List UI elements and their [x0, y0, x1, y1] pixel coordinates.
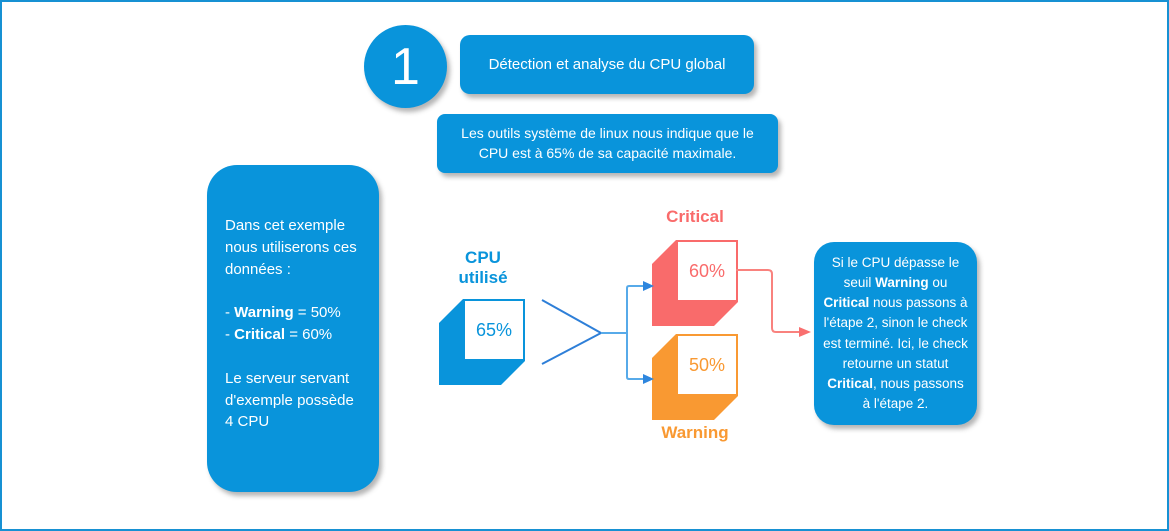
example-data-panel: Dans cet exemple nous utiliserons ces do…: [207, 165, 379, 492]
critical-shape-side: [652, 240, 738, 326]
example-intro-text: Dans cet exemple nous utiliserons ces do…: [225, 217, 357, 278]
critical-label: Critical: [666, 207, 724, 226]
intro-text: Les outils système de linux nous indique…: [461, 125, 754, 161]
critical-to-outcome-line: [736, 269, 799, 333]
critical-threshold-label: Critical: [234, 326, 286, 343]
step-number: 1: [391, 37, 420, 96]
outcome-text: Si le CPU dépasse le seuil Warning ou Cr…: [823, 254, 968, 412]
server-note-text: Le serveur servant d'exemple possède 4 C…: [225, 369, 354, 431]
warning-shape-side: [652, 334, 738, 420]
warning-value: 50%: [689, 355, 725, 375]
cpu-used-shape-side: [439, 299, 525, 385]
fork-branch-lines: [626, 285, 643, 380]
cpu-split-chevron: [541, 299, 604, 365]
step-number-badge: 1: [364, 25, 447, 108]
cpu-used-label: CPU utilisé: [458, 248, 508, 288]
warning-threshold-line: - Warning = 50%: [225, 304, 341, 322]
warning-label: Warning: [661, 423, 729, 442]
critical-threshold-shape: 60%: [652, 240, 738, 326]
cpu-used-value: 65%: [476, 320, 512, 340]
step-title-box: Détection et analyse du CPU global: [460, 35, 754, 94]
warning-threshold-shape: 50%: [652, 334, 738, 420]
outcome-panel: Si le CPU dépasse le seuil Warning ou Cr…: [814, 242, 977, 425]
arrowhead-to-outcome-icon: [799, 327, 811, 337]
critical-value: 60%: [689, 261, 725, 281]
cpu-used-shape-face: [463, 299, 525, 361]
warning-threshold-label: Warning: [234, 304, 294, 322]
critical-threshold-line: - Critical = 60%: [225, 326, 333, 343]
intro-box: Les outils système de linux nous indique…: [437, 114, 778, 173]
step-title-text: Détection et analyse du CPU global: [488, 56, 726, 73]
warning-shape-face: [676, 334, 738, 396]
cpu-used-shape: 65%: [439, 299, 525, 385]
